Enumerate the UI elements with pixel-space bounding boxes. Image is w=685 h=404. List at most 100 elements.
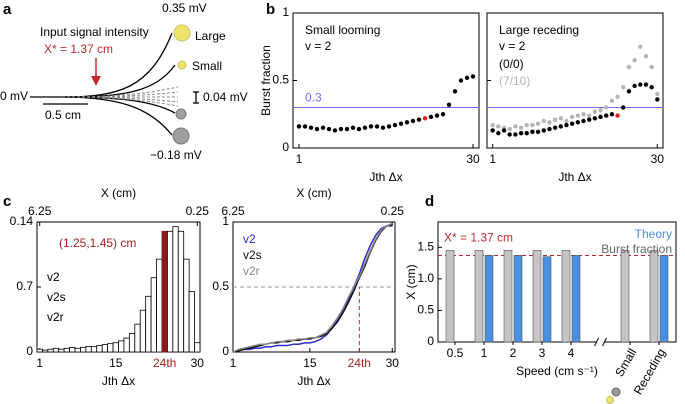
data-point [518,130,524,136]
histogram-bar [85,346,92,353]
y-tick-label: 1.0 [417,271,434,285]
bar [542,256,552,343]
data-point [643,82,649,87]
x-tick-label: 1 [230,356,237,370]
data-point [513,124,518,129]
x-tick-label: 30 [386,356,400,370]
bar [503,250,513,343]
y-tick-label: 1.5 [417,239,434,253]
data-point [434,113,440,118]
x-axis-label: Speed (cm s⁻¹) [516,364,598,378]
data-point [638,82,643,87]
data-point [564,118,569,124]
histogram-bar [150,277,157,353]
x-tick-label: 30 [191,356,205,370]
legend-entry: (0/0) [499,57,524,71]
x-tick-label: 2 [510,346,517,360]
bar [484,255,494,343]
data-point [569,114,575,120]
bar [620,250,630,343]
data-point [501,128,507,133]
data-line [232,223,393,353]
histogram-bar [128,333,136,353]
y-tick-label: 0 [26,344,33,358]
x2-tick-label: 6.25 [221,204,245,218]
data-point [350,125,356,130]
histogram-bar [36,348,43,353]
bar [532,250,542,343]
bar [561,250,571,343]
top-value: 0.35 mV [162,1,207,15]
legend-entry: (7/10) [499,74,530,88]
histogram-bar [134,323,141,353]
data-point [655,91,660,97]
chart-title: Small looming [305,23,380,37]
data-point [410,118,416,124]
histogram-bar [101,344,109,353]
x2-axis-label: X (cm) [296,186,331,200]
chart-title: Large receding [499,23,579,37]
data-point [507,132,512,137]
x-tick-label: 1 [296,152,303,166]
data-point [362,125,368,130]
x-tick-label: 1 [481,346,488,360]
data-point [575,113,581,118]
data-point [655,97,660,102]
data-point [552,125,558,130]
data-point [535,121,541,126]
data-point [518,125,524,130]
data-point [609,112,615,117]
legend-entry: v2s [243,248,262,262]
data-point [621,105,626,110]
histogram-bar [112,342,119,353]
data-point [541,118,546,124]
data-point [649,64,654,70]
data-point [586,113,592,118]
data-point [604,113,609,118]
data-point [586,117,592,122]
legend-entry: v2 [243,232,256,246]
histogram-bar [52,347,60,353]
data-point [541,128,546,133]
y-tick-label: 0.7 [16,279,33,293]
data-point [308,125,314,130]
data-point [547,126,552,132]
reference-label: X* = 1.37 cm [444,231,513,245]
data-point [368,124,374,129]
data-line [232,225,393,353]
data-point [626,89,632,94]
histogram-bar [194,342,201,353]
y-tick-label: 1 [282,5,289,19]
histogram-bar [58,348,65,353]
data-point [296,124,302,129]
data-point [490,122,495,128]
y-axis-label: X (cm) [404,264,418,299]
x2-axis-label: X (cm) [101,186,136,200]
data-point [428,114,434,120]
data-point [440,112,446,117]
data-point [615,94,620,99]
data-point [513,132,518,137]
axis-break [594,337,607,347]
histogram-bar [123,337,130,353]
x-axis-label: Jth Δx [369,170,402,184]
x-tick-label: 3 [539,346,546,360]
diagram-title: Input signal intensity [40,25,149,39]
histogram-bar [107,343,114,353]
histogram-bar [188,291,195,353]
data-point [326,126,332,132]
data-point [530,122,535,128]
data-point [643,54,649,59]
bar [445,250,455,343]
data-point [422,116,428,121]
axis-break [596,339,605,345]
data-point [356,126,362,132]
chart-subtitle: v = 2 [305,39,332,53]
histogram-bar [47,348,54,353]
y-tick-label: 0 [427,334,434,348]
x-tick-label: 24th [348,356,371,370]
histogram-bar [74,347,81,353]
data-point [496,124,501,129]
icon [611,387,621,397]
data-point [598,114,603,120]
